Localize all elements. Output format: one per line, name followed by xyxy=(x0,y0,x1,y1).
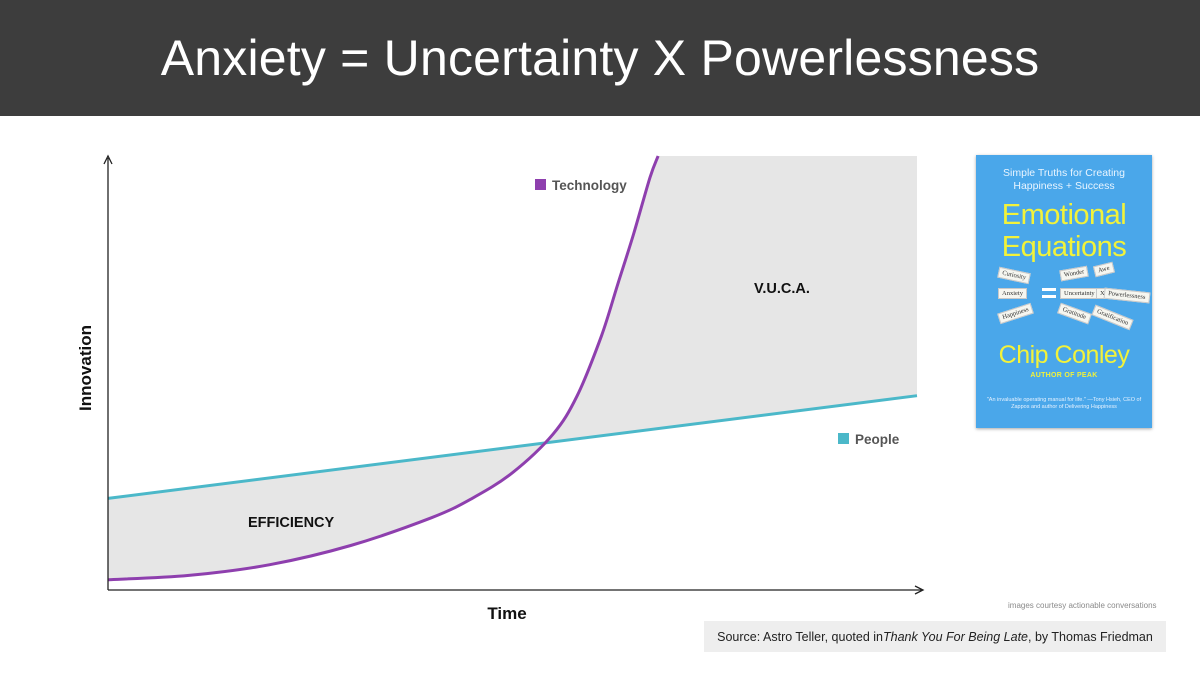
technology-legend-swatch xyxy=(535,179,546,190)
book-tagline: Simple Truths for Creating Happiness + S… xyxy=(1003,167,1125,192)
book-quote: "An invaluable operating manual for life… xyxy=(986,397,1142,410)
chart: Technology People EFFICIENCY V.U.C.A. Ti… xyxy=(76,154,925,623)
people-series-line xyxy=(107,394,918,500)
x-axis-label: Time xyxy=(487,604,526,623)
title-bar: Anxiety = Uncertainty X Powerlessness xyxy=(0,0,1200,116)
equals-icon xyxy=(1042,288,1056,298)
source-book-title: Thank You For Being Late xyxy=(883,629,1029,644)
book-cover-image: Simple Truths for Creating Happiness + S… xyxy=(976,155,1152,428)
book-equation-graphic: Curiosity Wonder Awe Anxiety Uncertainty… xyxy=(990,261,1151,332)
source-citation: Source: Astro Teller, quoted in Thank Yo… xyxy=(704,621,1166,652)
vuca-annotation: V.U.C.A. xyxy=(754,281,810,297)
technology-series-line xyxy=(107,155,660,582)
people-legend-label: People xyxy=(855,432,900,447)
book-title: Emotional Equations xyxy=(1001,199,1127,263)
gap-shading xyxy=(108,156,917,580)
image-courtesy-note: images courtesy actionable conversations xyxy=(1008,601,1157,610)
page-title: Anxiety = Uncertainty X Powerlessness xyxy=(160,30,1040,86)
x-axis-arrow-icon xyxy=(914,585,925,595)
efficiency-annotation: EFFICIENCY xyxy=(248,515,335,531)
people-legend-swatch xyxy=(838,433,849,444)
book-author: Chip Conley xyxy=(998,341,1130,369)
technology-legend-label: Technology xyxy=(552,178,627,193)
y-axis-label: Innovation xyxy=(76,325,95,411)
book-author-subtitle: AUTHOR OF PEAK xyxy=(1030,372,1098,379)
y-axis-arrow-icon xyxy=(103,154,113,165)
